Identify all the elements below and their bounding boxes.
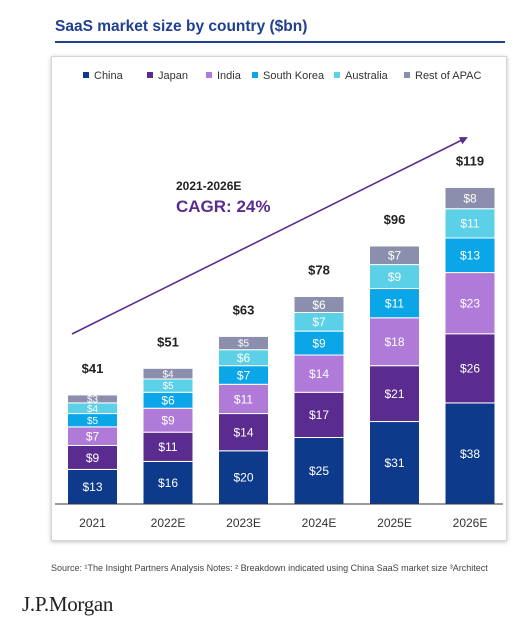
legend-swatch-china	[83, 72, 89, 78]
legend-swatch-japan	[147, 72, 153, 78]
bar-value-label: $11	[158, 440, 177, 454]
legend-label-australia: Australia	[345, 70, 389, 82]
bar-total-label: $119	[456, 153, 484, 168]
bar-value-label: $6	[161, 394, 175, 408]
bar-2022e-rest-of-apac	[142, 367, 194, 380]
x-tick-label: 2024E	[302, 516, 337, 530]
chart-title: SaaS market size by country ($bn)	[55, 18, 308, 35]
bar-value-label: $18	[384, 335, 404, 349]
bar-group: $13$9$7$5$4$3$41$16$11$9$6$5$4$51$20$14$…	[67, 153, 496, 505]
bar-2023e-rest-of-apac	[218, 335, 269, 351]
legend-label-japan: Japan	[158, 70, 188, 82]
bar-value-label: $21	[384, 387, 404, 401]
bar-value-label: $11	[385, 296, 404, 310]
bar-value-label: $16	[158, 476, 178, 490]
chart-svg: China Japan India South Korea Australia Rest …	[55, 70, 503, 530]
bar-value-label: $7	[312, 315, 326, 329]
bar-total-label: $51	[157, 334, 179, 349]
legend-label-china: China	[94, 70, 124, 82]
x-tick-label: 2021	[79, 516, 106, 530]
bar-value-label: $3	[87, 395, 99, 406]
bar-2026e-south-korea	[444, 237, 496, 274]
bar-value-label: $38	[460, 447, 480, 461]
bar-value-label: $4	[162, 369, 174, 380]
bar-2023e-china	[218, 450, 269, 505]
bar-value-label: $6	[312, 298, 326, 312]
bar-value-label: $31	[384, 456, 404, 470]
x-tick-label: 2025E	[377, 516, 412, 530]
bar-value-label: $7	[237, 368, 251, 382]
bar-value-label: $8	[463, 191, 477, 205]
jpmorgan-logo: J.P.Morgan	[22, 592, 114, 616]
legend-swatch-south-korea	[252, 72, 258, 78]
bar-value-label: $13	[82, 480, 102, 494]
bar-2026e-japan	[444, 333, 496, 404]
legend-label-india: India	[217, 70, 242, 82]
bar-value-label: $7	[86, 429, 100, 443]
bar-value-label: $7	[388, 249, 402, 263]
bar-2023e-india	[218, 383, 269, 415]
x-tick-label: 2026E	[453, 516, 488, 530]
bar-2025e-india	[369, 317, 420, 367]
chart-panel: China Japan India South Korea Australia Rest …	[51, 56, 507, 541]
bar-value-label: $9	[388, 270, 402, 284]
bar-value-label: $9	[312, 336, 326, 350]
bar-2026e-china	[444, 402, 496, 505]
bar-total-label: $63	[233, 302, 255, 317]
bar-total-label: $41	[82, 361, 104, 376]
bar-2024e-china	[293, 437, 345, 505]
bar-value-label: $26	[460, 362, 480, 376]
bar-value-label: $23	[460, 296, 480, 310]
bar-2026e-india	[444, 272, 496, 335]
legend-label-south-korea: South Korea	[263, 70, 325, 82]
bar-value-label: $14	[309, 367, 329, 381]
bar-2023e-japan	[218, 413, 269, 452]
x-tick-label: 2023E	[226, 516, 261, 530]
bar-2025e-rest-of-apac	[369, 245, 420, 266]
growth-arrow	[71, 137, 468, 335]
bar-value-label: $20	[233, 471, 253, 485]
bar-value-label: $11	[234, 392, 253, 406]
bar-total-label: $96	[384, 212, 406, 227]
legend-swatch-india	[206, 72, 212, 78]
title-underline	[55, 41, 505, 43]
x-tick-label: 2022E	[151, 516, 186, 530]
bar-total-label: $78	[308, 263, 330, 278]
bar-2024e-rest-of-apac	[293, 296, 345, 313]
bar-value-label: $9	[86, 451, 100, 465]
bar-2025e-china	[369, 421, 420, 505]
legend-label-rest-of-apac: Rest of APAC	[415, 70, 481, 82]
bar-value-label: $5	[162, 381, 174, 392]
legend: China Japan India South Korea Australia Rest …	[83, 70, 481, 82]
bar-value-label: $5	[87, 416, 99, 427]
legend-swatch-rest-of-apac	[404, 72, 410, 78]
bar-value-label: $17	[309, 408, 329, 422]
bar-2026e-rest-of-apac	[444, 186, 496, 210]
legend-swatch-australia	[334, 72, 340, 78]
bar-2021-rest-of-apac	[67, 394, 118, 404]
x-tick-labels: 2021 2022E 2023E 2024E 2025E 2026E	[79, 516, 487, 530]
cagr-value-label: CAGR: 24%	[176, 197, 270, 216]
bar-value-label: $5	[238, 339, 250, 350]
bar-2026e-australia	[444, 208, 496, 239]
bar-value-label: $14	[233, 426, 253, 440]
bar-value-label: $11	[460, 217, 479, 231]
bar-value-label: $13	[460, 249, 480, 263]
bar-value-label: $25	[309, 464, 329, 478]
bar-value-label: $4	[87, 404, 99, 415]
bar-2025e-japan	[369, 365, 420, 423]
source-note: Source: ¹The Insight Partners Analysis N…	[51, 563, 488, 573]
bar-2024e-india	[293, 354, 345, 393]
bar-2024e-japan	[293, 391, 345, 438]
bar-value-label: $6	[237, 351, 251, 365]
bar-value-label: $9	[161, 414, 175, 428]
cagr-period-label: 2021-2026E	[176, 179, 241, 193]
